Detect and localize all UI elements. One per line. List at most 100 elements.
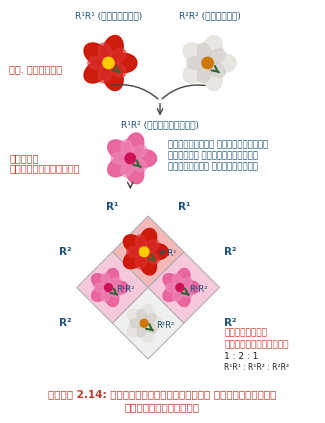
Ellipse shape (108, 156, 131, 177)
Ellipse shape (105, 288, 119, 307)
Ellipse shape (124, 235, 144, 254)
Text: 1 : 2 : 1: 1 : 2 : 1 (225, 352, 259, 361)
Ellipse shape (173, 274, 182, 286)
Ellipse shape (110, 53, 137, 73)
Ellipse shape (121, 160, 133, 177)
Text: R²: R² (225, 318, 237, 328)
Ellipse shape (209, 49, 225, 63)
Ellipse shape (127, 321, 144, 337)
Ellipse shape (137, 310, 146, 322)
Ellipse shape (109, 287, 121, 297)
Ellipse shape (111, 152, 128, 164)
Ellipse shape (145, 240, 159, 252)
Ellipse shape (92, 286, 109, 301)
Text: இரண்டாம்: இரண்டாம் (225, 328, 267, 337)
Circle shape (125, 153, 136, 164)
Ellipse shape (84, 43, 109, 66)
Ellipse shape (181, 277, 192, 288)
Ellipse shape (121, 140, 133, 156)
Text: R¹R¹ : R¹R² : R²R²: R¹R¹ : R¹R² : R²R² (225, 363, 290, 372)
Ellipse shape (131, 145, 147, 159)
Ellipse shape (101, 274, 111, 286)
Ellipse shape (139, 228, 157, 251)
Ellipse shape (105, 269, 119, 287)
Ellipse shape (88, 57, 106, 69)
Ellipse shape (109, 277, 121, 288)
Text: வகையம் இளஞ்சிவப்பு: வகையம் இளஞ்சிவப்பு (168, 151, 258, 160)
Ellipse shape (137, 325, 146, 337)
Ellipse shape (110, 62, 126, 77)
Text: இடைப்பட்ட புரத்தோற்ற: இடைப்பட்ட புரத்தோற்ற (168, 140, 268, 149)
Ellipse shape (187, 57, 205, 69)
Circle shape (105, 283, 112, 291)
Ellipse shape (131, 158, 147, 172)
Polygon shape (77, 252, 148, 323)
Text: R¹R²: R¹R² (189, 285, 207, 294)
Ellipse shape (163, 286, 180, 301)
Ellipse shape (183, 43, 208, 66)
Ellipse shape (132, 149, 157, 167)
Ellipse shape (127, 310, 144, 325)
Ellipse shape (136, 254, 147, 269)
Ellipse shape (108, 140, 131, 161)
Text: R²: R² (59, 247, 72, 257)
Text: மாறுபட்ட பண்பிணைவு: மாறுபட்ட பண்பிணைவு (168, 162, 258, 171)
Ellipse shape (139, 253, 157, 275)
Ellipse shape (124, 250, 144, 269)
Ellipse shape (130, 319, 142, 328)
Ellipse shape (98, 65, 111, 83)
Text: R¹R²: R¹R² (116, 285, 135, 294)
Ellipse shape (165, 283, 178, 292)
Polygon shape (112, 288, 184, 359)
Ellipse shape (127, 246, 142, 257)
Text: R²: R² (59, 318, 72, 328)
Circle shape (139, 247, 149, 256)
Text: R¹R² (தற்கலப்பு): R¹R² (தற்கலப்பு) (121, 121, 199, 129)
Ellipse shape (202, 36, 222, 62)
Ellipse shape (103, 64, 123, 91)
Ellipse shape (181, 287, 192, 297)
Text: R¹R¹ (சிவப்பு): R¹R¹ (சிவப்பு) (75, 11, 142, 20)
Polygon shape (148, 252, 219, 323)
Ellipse shape (145, 244, 168, 260)
Ellipse shape (202, 64, 222, 91)
Ellipse shape (125, 159, 144, 184)
Text: மகவுச்சந்ததி: மகவுச்சந்ததி (9, 163, 80, 173)
Ellipse shape (183, 60, 208, 83)
Text: R¹R¹: R¹R¹ (158, 249, 176, 258)
Ellipse shape (197, 65, 211, 83)
Circle shape (103, 57, 114, 69)
Ellipse shape (145, 313, 156, 324)
Text: முதல்: முதல் (9, 154, 39, 163)
Ellipse shape (125, 133, 144, 157)
Text: R¹: R¹ (177, 202, 190, 212)
Ellipse shape (173, 289, 182, 301)
Ellipse shape (140, 324, 154, 342)
Ellipse shape (163, 274, 180, 289)
Ellipse shape (98, 43, 111, 61)
Ellipse shape (101, 289, 111, 301)
Circle shape (140, 319, 148, 327)
Ellipse shape (92, 274, 109, 289)
Text: R²R² (வெள்ளை): R²R² (வெள்ளை) (179, 11, 240, 20)
Text: R¹: R¹ (106, 202, 119, 212)
Ellipse shape (145, 323, 156, 333)
Ellipse shape (209, 62, 225, 77)
Ellipse shape (176, 288, 190, 307)
Ellipse shape (209, 53, 236, 73)
Ellipse shape (110, 49, 126, 63)
Text: படம் 2.14: அந்திமந்தாரையில் முழுமையற்ற: படம் 2.14: அந்திமந்தாரையில் முழுமையற்ற (48, 389, 276, 399)
Ellipse shape (94, 283, 107, 292)
Ellipse shape (84, 60, 109, 83)
Text: R²: R² (225, 247, 237, 257)
Ellipse shape (176, 269, 190, 287)
Ellipse shape (145, 251, 159, 264)
Polygon shape (112, 216, 184, 288)
Ellipse shape (197, 43, 211, 61)
Circle shape (176, 283, 184, 291)
Ellipse shape (145, 316, 164, 330)
Text: பெ. சந்ததி: பெ. சந்ததி (9, 64, 62, 74)
Text: ஒங்குத்தன்மை: ஒங்குத்தன்மை (124, 402, 200, 412)
Ellipse shape (181, 281, 200, 294)
Text: மகவுச்சந்ததி: மகவுச்சந்ததி (225, 340, 289, 349)
